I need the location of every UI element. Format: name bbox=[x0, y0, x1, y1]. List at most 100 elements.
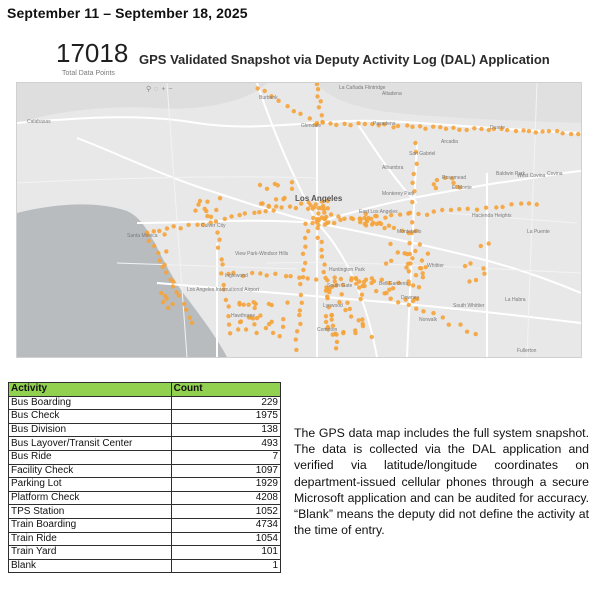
total-data-points-label: Total Data Points bbox=[62, 70, 115, 77]
gps-point bbox=[405, 123, 410, 128]
activity-cell: Bus Ride bbox=[8, 449, 172, 465]
gps-point bbox=[223, 297, 229, 303]
gps-point bbox=[338, 217, 343, 223]
count-cell: 1975 bbox=[170, 409, 282, 424]
gps-point bbox=[336, 214, 341, 219]
gps-point bbox=[369, 280, 374, 286]
gps-point bbox=[369, 276, 375, 281]
gps-point bbox=[478, 243, 483, 249]
gps-point bbox=[407, 241, 412, 246]
gps-point bbox=[178, 226, 183, 231]
gps-point bbox=[213, 219, 219, 224]
gps-point bbox=[356, 121, 361, 126]
gps-point bbox=[474, 207, 480, 212]
count-cell: 1052 bbox=[170, 504, 282, 519]
gps-point bbox=[450, 176, 455, 181]
gps-point bbox=[294, 347, 299, 353]
gps-point bbox=[170, 284, 176, 289]
gps-point bbox=[316, 105, 322, 110]
table-row: Facility Check 1097 bbox=[8, 463, 282, 479]
gps-point bbox=[468, 261, 473, 266]
gps-point bbox=[326, 220, 331, 225]
gps-point bbox=[170, 301, 175, 307]
table-row: Bus Layover/Transit Center 493 bbox=[8, 436, 282, 451]
gps-point bbox=[146, 238, 151, 244]
gps-point bbox=[266, 204, 271, 209]
zoom-in-icon[interactable]: + bbox=[161, 86, 166, 93]
gps-point bbox=[366, 215, 371, 221]
gps-point bbox=[440, 207, 445, 213]
gps-point bbox=[246, 302, 251, 307]
gps-point bbox=[410, 220, 415, 225]
gps-point bbox=[196, 202, 201, 207]
gps-point bbox=[383, 261, 389, 266]
gps-point bbox=[347, 306, 352, 312]
count-cell: 1097 bbox=[170, 463, 282, 479]
gps-point bbox=[362, 221, 367, 227]
activity-cell: Bus Check bbox=[8, 409, 172, 424]
gps-point bbox=[184, 307, 189, 312]
gps-point bbox=[314, 277, 319, 282]
gps-point bbox=[389, 212, 394, 218]
gps-point bbox=[343, 307, 348, 313]
gps-point bbox=[414, 306, 419, 311]
gps-point bbox=[500, 204, 505, 210]
gps-point bbox=[413, 140, 418, 146]
gps-point bbox=[258, 271, 263, 276]
gps-point bbox=[419, 258, 425, 263]
gps-point bbox=[360, 321, 365, 326]
gps-point bbox=[406, 230, 411, 236]
gps-point bbox=[208, 220, 213, 225]
gps-point bbox=[311, 215, 316, 221]
gps-point bbox=[374, 288, 379, 294]
gps-point bbox=[434, 177, 440, 183]
gps-point bbox=[499, 126, 504, 132]
gps-point bbox=[431, 209, 436, 214]
gps-point bbox=[417, 242, 422, 247]
gps-point bbox=[402, 251, 407, 256]
gps-point bbox=[358, 296, 363, 302]
gps-point bbox=[321, 203, 326, 209]
gps-point bbox=[276, 98, 281, 103]
gps-point bbox=[215, 230, 220, 235]
gps-point bbox=[386, 280, 392, 286]
gps-point bbox=[283, 274, 289, 279]
gps-point bbox=[273, 271, 278, 276]
ocean-area bbox=[17, 204, 227, 357]
gps-point bbox=[349, 216, 354, 221]
count-cell: 138 bbox=[170, 422, 282, 438]
gps-point bbox=[266, 301, 272, 307]
gps-point bbox=[465, 206, 470, 211]
gps-point bbox=[182, 301, 187, 307]
gps-point bbox=[241, 273, 246, 279]
gps-point bbox=[419, 266, 424, 271]
gps-point bbox=[221, 287, 226, 292]
zoom-out-icon[interactable]: − bbox=[168, 86, 173, 93]
gps-point bbox=[576, 131, 581, 137]
gps-point bbox=[560, 131, 565, 136]
gps-point bbox=[281, 197, 286, 202]
gps-point bbox=[298, 321, 303, 327]
table-row: Parking Lot 1929 bbox=[8, 477, 282, 492]
gps-point bbox=[299, 300, 304, 305]
gps-point bbox=[320, 119, 325, 125]
gps-point bbox=[423, 265, 428, 270]
gps-map[interactable]: ⚲ ◌ + − Calabasas Burbank Glendale La Ca… bbox=[16, 82, 582, 358]
gps-point bbox=[406, 302, 411, 308]
gps-point bbox=[254, 330, 259, 336]
gps-point bbox=[334, 283, 339, 288]
gps-point bbox=[451, 125, 456, 130]
map-pin-icon[interactable]: ⚲ bbox=[146, 86, 152, 93]
gps-point bbox=[279, 205, 284, 210]
gps-point bbox=[406, 269, 411, 274]
lasso-icon[interactable]: ◌ bbox=[154, 86, 159, 93]
gps-point bbox=[348, 314, 354, 319]
gps-point bbox=[310, 206, 315, 211]
gps-point bbox=[334, 122, 339, 128]
count-cell: 4208 bbox=[170, 490, 282, 506]
gps-point bbox=[410, 199, 415, 205]
gps-point bbox=[323, 319, 329, 325]
gps-point bbox=[258, 313, 263, 318]
gps-point bbox=[473, 277, 479, 283]
gps-point bbox=[442, 175, 448, 180]
